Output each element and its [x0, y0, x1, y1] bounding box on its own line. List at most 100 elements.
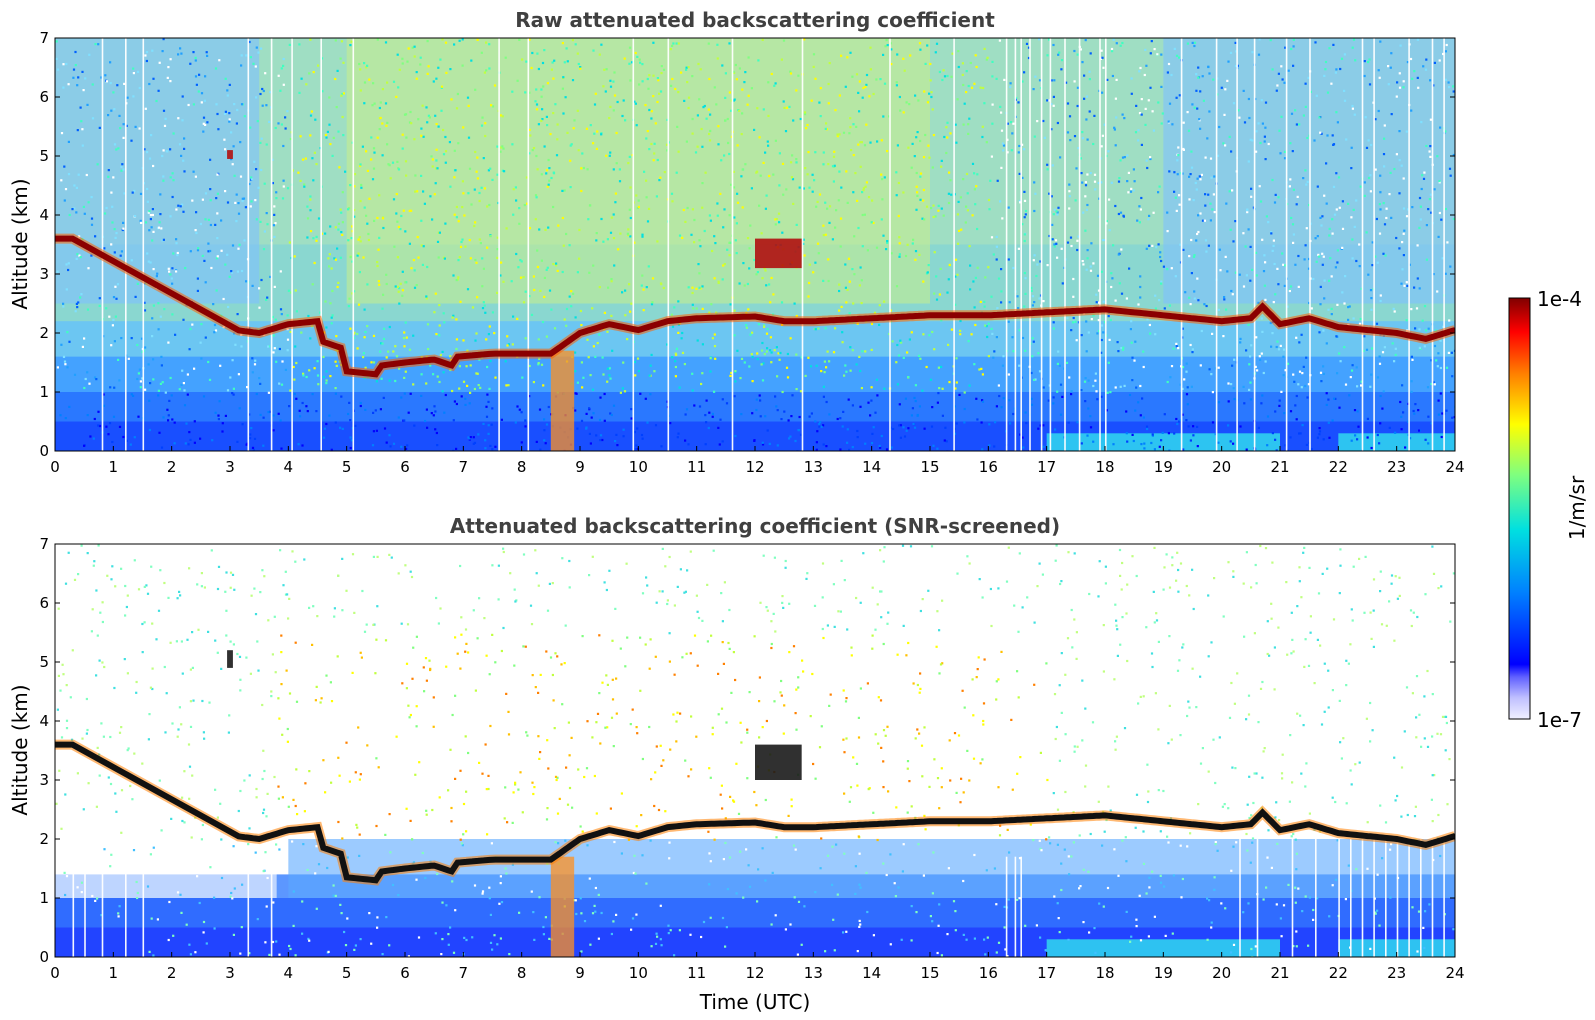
- noise-pixel: [1416, 76, 1419, 79]
- noise-pixel: [534, 549, 537, 552]
- noise-pixel: [1292, 241, 1295, 244]
- noise-pixel: [472, 436, 475, 439]
- noise-pixel: [308, 606, 311, 609]
- noise-pixel: [230, 270, 233, 273]
- noise-pixel: [373, 151, 376, 154]
- noise-pixel: [1367, 61, 1370, 64]
- noise-pixel: [1389, 66, 1392, 69]
- noise-pixel: [853, 273, 856, 276]
- noise-pixel: [72, 68, 76, 71]
- noise-pixel: [78, 235, 81, 238]
- noise-pixel: [1250, 814, 1253, 817]
- noise-pixel: [1084, 400, 1087, 403]
- noise-pixel: [1359, 185, 1362, 188]
- noise-pixel: [659, 90, 663, 93]
- noise-pixel: [995, 336, 998, 339]
- noise-pixel: [1130, 92, 1133, 95]
- noise-pixel: [1095, 301, 1098, 304]
- noise-pixel: [481, 307, 485, 310]
- noise-pixel: [1418, 346, 1421, 349]
- noise-pixel: [439, 58, 442, 61]
- noise-pixel: [916, 131, 919, 134]
- noise-pixel: [605, 674, 608, 677]
- noise-pixel: [1084, 764, 1088, 767]
- noise-pixel: [1412, 409, 1415, 413]
- noise-pixel: [1425, 58, 1428, 61]
- noise-pixel: [1228, 135, 1231, 138]
- noise-pixel: [209, 249, 212, 253]
- noise-pixel: [1234, 767, 1237, 770]
- noise-pixel: [1277, 348, 1281, 351]
- noise-pixel: [286, 349, 289, 352]
- noise-pixel: [1341, 200, 1344, 203]
- noise-pixel: [1135, 386, 1138, 389]
- noise-pixel: [1264, 360, 1267, 363]
- noise-pixel: [792, 202, 795, 205]
- noise-pixel: [765, 332, 769, 335]
- noise-pixel: [1363, 335, 1366, 338]
- noise-pixel: [646, 421, 649, 424]
- noise-pixel: [1364, 116, 1367, 119]
- noise-pixel: [609, 412, 612, 415]
- noise-pixel: [786, 352, 789, 356]
- noise-pixel: [1430, 211, 1433, 214]
- noise-pixel: [1223, 113, 1226, 116]
- noise-pixel: [81, 345, 84, 348]
- noise-pixel: [360, 656, 363, 659]
- noise-pixel: [847, 257, 851, 260]
- noise-pixel: [919, 198, 922, 201]
- noise-pixel: [832, 180, 835, 183]
- noise-pixel: [803, 113, 807, 116]
- noise-pixel: [604, 726, 607, 729]
- noise-pixel: [973, 363, 976, 366]
- noise-pixel: [1033, 378, 1036, 381]
- noise-pixel: [485, 788, 488, 791]
- noise-pixel: [199, 341, 202, 344]
- noise-pixel: [1368, 83, 1372, 86]
- noise-pixel: [711, 733, 714, 736]
- noise-pixel: [1286, 362, 1290, 365]
- noise-pixel: [1292, 945, 1295, 948]
- noise-pixel: [409, 713, 412, 717]
- noise-pixel: [1053, 693, 1057, 696]
- noise-pixel: [422, 190, 425, 193]
- noise-pixel: [1402, 232, 1405, 235]
- noise-pixel: [441, 938, 444, 941]
- noise-pixel: [206, 54, 209, 57]
- noise-pixel: [992, 253, 995, 256]
- noise-pixel: [516, 317, 519, 320]
- noise-pixel: [545, 335, 548, 338]
- noise-pixel: [282, 83, 285, 86]
- noise-pixel: [64, 188, 68, 191]
- noise-pixel: [586, 338, 589, 341]
- noise-pixel: [171, 195, 174, 199]
- noise-pixel: [1348, 305, 1351, 308]
- noise-pixel: [674, 352, 677, 355]
- x-tick-label: 10: [629, 458, 648, 476]
- noise-pixel: [610, 716, 614, 719]
- noise-pixel: [462, 339, 465, 342]
- noise-pixel: [1379, 422, 1382, 425]
- noise-pixel: [897, 354, 901, 357]
- noise-pixel: [1086, 173, 1089, 176]
- noise-pixel: [381, 217, 385, 220]
- noise-pixel: [911, 142, 914, 145]
- noise-pixel: [624, 119, 627, 122]
- noise-pixel: [1453, 349, 1455, 352]
- noise-pixel: [90, 196, 93, 199]
- noise-pixel: [1362, 349, 1365, 352]
- noise-pixel: [571, 79, 575, 82]
- noise-pixel: [856, 429, 859, 433]
- noise-pixel: [1136, 219, 1139, 222]
- noise-pixel: [1118, 177, 1121, 180]
- noise-pixel: [656, 240, 659, 243]
- noise-pixel: [438, 324, 441, 327]
- noise-pixel: [488, 67, 491, 70]
- noise-pixel: [520, 441, 523, 444]
- noise-pixel: [1347, 864, 1350, 867]
- noise-pixel: [163, 124, 167, 127]
- noise-pixel: [136, 343, 139, 347]
- noise-pixel: [1137, 303, 1140, 306]
- noise-pixel: [570, 736, 573, 739]
- noise-pixel: [662, 286, 665, 290]
